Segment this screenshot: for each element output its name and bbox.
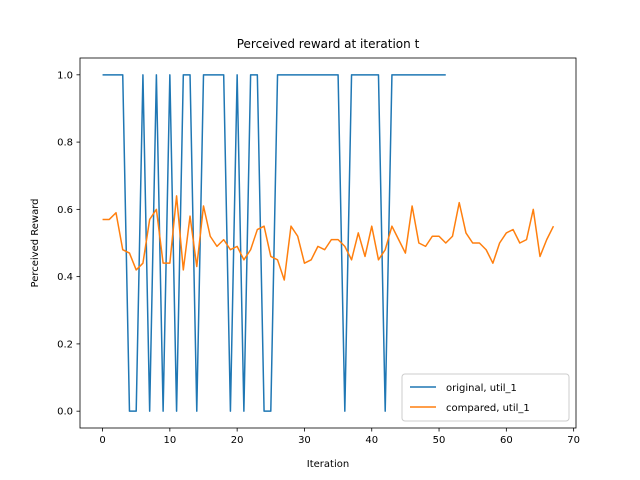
x-tick-label: 20 xyxy=(231,435,244,446)
x-tick-label: 60 xyxy=(500,435,513,446)
plot-area-frame xyxy=(79,57,577,429)
x-tick-label: 40 xyxy=(365,435,378,446)
y-tick-label: 0.0 xyxy=(57,407,73,418)
x-axis-ticks: 0 10 20 30 40 50 60 70 xyxy=(99,428,580,446)
y-tick-label: 0.2 xyxy=(57,339,73,350)
x-tick-label: 50 xyxy=(433,435,446,446)
x-tick-label: 0 xyxy=(99,435,105,446)
y-tick-label: 0.4 xyxy=(57,272,73,283)
legend: original, util_1 compared, util_1 xyxy=(401,373,570,422)
series-line-original xyxy=(102,74,446,412)
x-tick-label: 30 xyxy=(298,435,311,446)
x-tick-label: 70 xyxy=(567,435,580,446)
x-axis-label: Iteration xyxy=(307,459,349,470)
y-tick-label: 0.6 xyxy=(57,205,73,216)
series-line-compared xyxy=(102,195,555,281)
legend-box xyxy=(401,373,570,422)
legend-label-compared: compared, util_1 xyxy=(446,403,530,414)
y-tick-label: 1.0 xyxy=(57,70,73,81)
x-tick-label: 10 xyxy=(163,435,176,446)
legend-label-original: original, util_1 xyxy=(446,383,517,394)
series-layer xyxy=(102,74,555,412)
y-axis-label: Perceived Reward xyxy=(30,199,41,288)
y-tick-label: 0.8 xyxy=(57,138,73,149)
y-axis-ticks: 0.0 0.2 0.4 0.6 0.8 1.0 xyxy=(57,70,80,418)
chart-title: Perceived reward at iteration t xyxy=(237,37,420,51)
